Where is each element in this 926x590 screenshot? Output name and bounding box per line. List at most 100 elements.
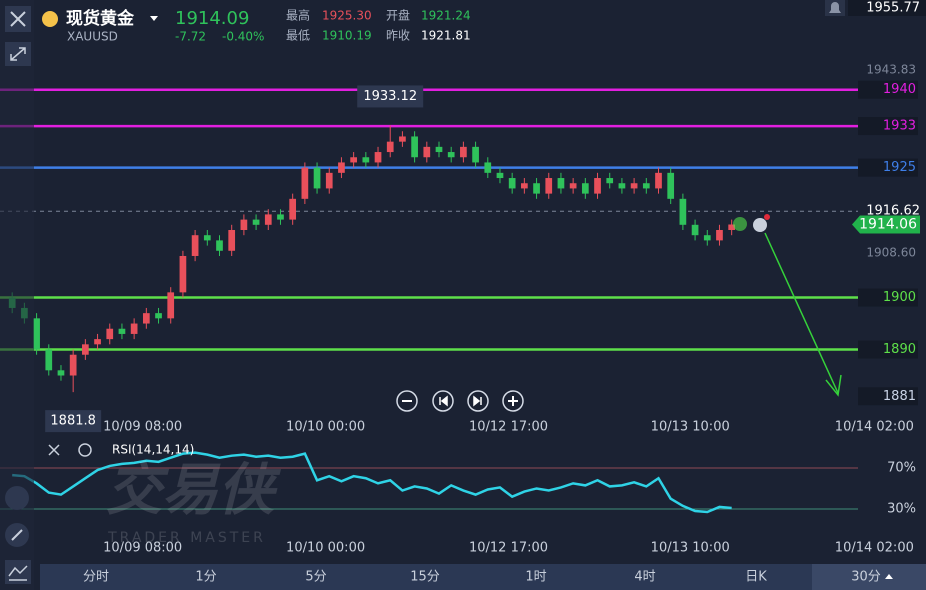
watermark: 交易侠	[106, 458, 282, 523]
indicator-button[interactable]	[5, 486, 29, 510]
candle-body	[350, 157, 357, 163]
glow	[733, 217, 747, 231]
rsi-settings[interactable]	[78, 443, 92, 457]
candle-body	[118, 328, 126, 334]
candle-body	[728, 224, 736, 230]
level-label: 1890	[883, 342, 916, 357]
high-box	[357, 85, 424, 108]
candle-body	[33, 318, 40, 350]
candle-body	[289, 198, 297, 220]
candle-body	[423, 146, 431, 158]
candle-body	[545, 178, 553, 194]
level-label: 1933	[883, 119, 916, 134]
last-price-tag	[852, 215, 920, 234]
candle-body	[228, 230, 236, 251]
candle-body	[594, 178, 601, 194]
change-pct: -0.40%	[222, 30, 264, 44]
stat-label: 最低	[286, 29, 310, 43]
candle-body	[679, 198, 687, 225]
candle-body	[557, 178, 565, 189]
candle-body	[581, 183, 589, 194]
level-label: 1881	[883, 389, 916, 404]
tab[interactable]: 4时	[634, 570, 655, 585]
dropdown-arrow[interactable]	[150, 16, 158, 21]
candle-body	[82, 344, 89, 355]
candle-body	[338, 162, 345, 173]
button-icons	[402, 396, 518, 406]
candle-body	[191, 235, 199, 256]
rsi-x-tick-label: 10/14 02:00	[835, 541, 914, 556]
low-label: 1881.8	[50, 414, 96, 429]
candle-body	[374, 152, 382, 163]
top-price: 1955.77	[866, 1, 920, 16]
tab[interactable]: 15分	[410, 570, 440, 585]
candle-body	[94, 339, 101, 345]
watermark-en: TRADER MASTER	[107, 530, 266, 546]
level-label: 1940	[883, 82, 916, 97]
candle-body	[533, 183, 540, 194]
candle-body	[313, 167, 321, 189]
candle-body	[240, 219, 248, 230]
candle-body	[252, 219, 260, 225]
rsi-line	[12, 451, 732, 514]
gold-icon	[42, 11, 58, 27]
change: -7.72	[175, 30, 206, 44]
candle-body	[277, 214, 284, 220]
tab[interactable]: 1时	[525, 570, 546, 585]
alert-dot	[764, 214, 770, 220]
rsi-tick-label: 70%	[887, 460, 916, 475]
stat-value: 1925.30	[322, 9, 372, 23]
level-label: 1900	[883, 290, 916, 305]
candle-body	[155, 313, 162, 319]
candle-body	[362, 157, 370, 163]
candle-body	[496, 172, 504, 179]
stat-value: 1921.81	[421, 29, 471, 43]
arrow	[764, 232, 842, 397]
x-tick-label: 10/13 10:00	[651, 420, 730, 435]
tab[interactable]: 30分	[851, 570, 881, 585]
stat-value: 1921.24	[421, 9, 471, 23]
candle-body	[691, 224, 699, 236]
tab[interactable]: 1分	[195, 570, 216, 585]
candle-body	[447, 152, 455, 158]
level-box	[858, 117, 918, 136]
shrink-icon	[10, 47, 26, 61]
tab[interactable]: 分时	[83, 570, 109, 585]
x-tick-label: 10/12 17:00	[469, 420, 548, 435]
candle-body	[399, 136, 406, 142]
tab-bar	[40, 564, 926, 590]
candle-body	[411, 136, 418, 158]
candle-body	[301, 167, 309, 199]
candle-body	[106, 328, 114, 340]
candle-body	[167, 292, 175, 319]
candle-body	[386, 141, 394, 153]
candle-body	[57, 370, 65, 376]
candle-body	[484, 162, 492, 173]
rsi-tick-label: 30%	[887, 501, 916, 516]
candle-body	[606, 178, 614, 184]
y-tick-label: 1943.83	[866, 62, 916, 76]
tab-arrow	[885, 574, 893, 579]
stat-label: 昨收	[386, 29, 410, 43]
reference-label: 1916.62	[866, 204, 920, 219]
candle-body	[264, 214, 272, 225]
candle-body	[716, 230, 723, 241]
tab[interactable]: 5分	[305, 570, 326, 585]
instrument-name[interactable]: 现货黄金	[66, 8, 135, 29]
candle-body	[45, 349, 53, 371]
y-tick-label: 1908.60	[866, 245, 916, 259]
candle-body	[203, 235, 211, 241]
pen-icon	[11, 529, 23, 541]
tab[interactable]: 日K	[745, 570, 767, 585]
rsi-x-tick-label: 10/10 00:00	[286, 541, 365, 556]
candle-body	[142, 313, 150, 324]
candle-body	[179, 255, 187, 293]
info-icon[interactable]	[753, 218, 767, 232]
x-tick-label: 10/14 02:00	[835, 420, 914, 435]
rsi-close[interactable]	[48, 444, 60, 456]
stat-label: 最高	[286, 8, 310, 23]
x-tick-label: 10/09 08:00	[103, 420, 182, 435]
symbol: XAUUSD	[67, 30, 118, 44]
candle-body	[618, 183, 626, 189]
price-box	[848, 0, 926, 16]
